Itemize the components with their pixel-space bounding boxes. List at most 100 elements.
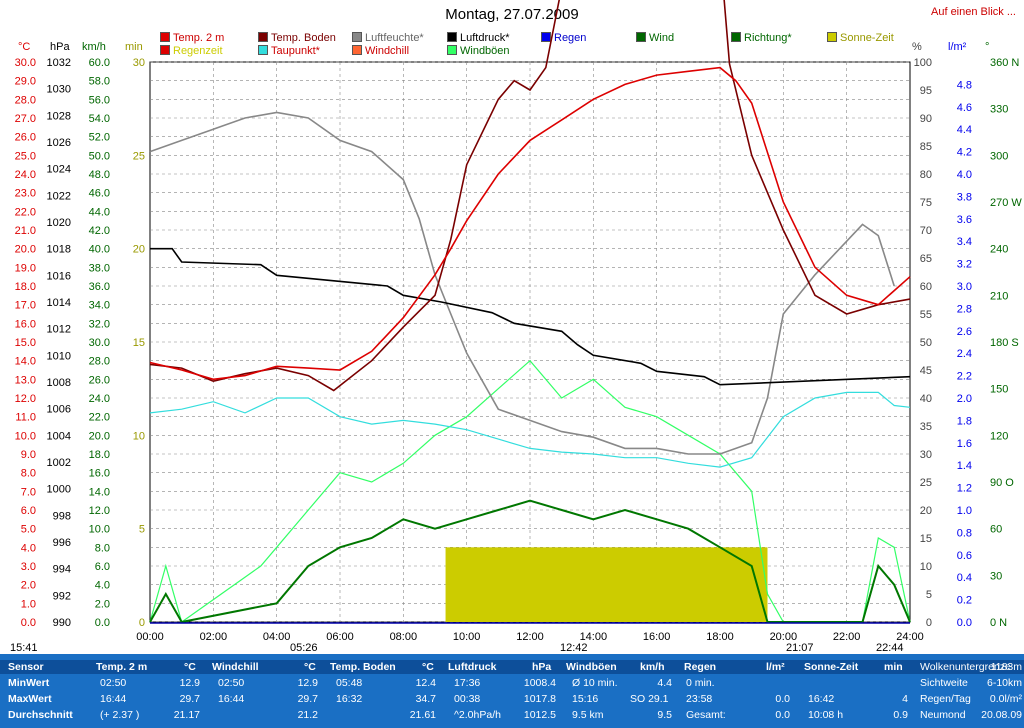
tick-label-rain: 0.0 [957,617,972,629]
x-tick-label: 20:00 [770,631,798,643]
tick-label-temp: 11.0 [15,412,36,424]
tick-label-wind: 38.0 [89,262,110,274]
legend-item-tempboden: Temp. Boden [258,32,336,44]
series-wind [149,499,911,624]
tick-label-temp: 5.0 [21,524,36,536]
marker-moonrise: 22:44 [876,642,904,654]
table-cell-p-val: 1008.4 [523,677,556,689]
tick-label-press: 994 [53,564,71,576]
chart-title: Montag, 27.07.2009 [445,6,579,23]
x-tick-label: 06:00 [326,631,354,643]
tick-label-press: 1016 [47,270,71,282]
table-cell-tb-val: 12.4 [415,677,436,689]
tick-label-press: 990 [53,617,71,629]
table-cell-wc-time: 16:44 [218,693,245,705]
tick-label-temp: 28.0 [15,94,36,106]
table-cell-p-val: 1017.8 [523,693,556,705]
unit-luftdruck: hPa [532,661,552,673]
tick-label-rain: 4.0 [957,169,972,181]
tick-label-wind: 44.0 [89,206,110,218]
table-cell-t2-val: 29.7 [179,693,200,705]
tick-label-pct: 80 [920,169,932,181]
overview-link[interactable]: Auf einen Blick ... [931,6,1016,18]
tick-label-temp: 23.0 [15,188,36,200]
marker-moonset: 15:41 [10,642,38,654]
unit-pct: % [912,41,922,53]
tick-label-rain: 4.4 [957,124,972,136]
x-tick-label: 00:00 [136,631,164,643]
tick-label-wind: 22.0 [89,412,110,424]
tick-label-wind: 6.0 [95,561,110,573]
tick-label-temp: 26.0 [15,132,36,144]
tick-label-rain: 0.6 [957,550,972,562]
table-cell-wc-val: 12.9 [297,677,318,689]
tick-label-rain: 1.2 [957,483,972,495]
table-cell-p-time: ^2.0hPa/h [454,709,501,721]
tick-label-wind: 60.0 [89,57,110,69]
tick-label-temp: 16.0 [15,318,36,330]
tick-label-dir: 90 O [990,477,1014,489]
tick-label-press: 1020 [47,217,71,229]
tick-label-press: 998 [53,510,71,522]
unit-temp: °C [18,41,30,53]
x-tick-label: 14:00 [580,631,608,643]
legend-item-richtung: Richtung* [731,32,792,44]
tick-label-wind: 18.0 [89,449,110,461]
series-taupunkt [149,391,911,468]
legend-item-wind: Wind [636,32,674,44]
tick-label-temp: 27.0 [15,113,36,125]
tick-label-press: 992 [53,590,71,602]
tick-label-temp: 13.0 [15,374,36,386]
table-cell-r-val: 0.0 [775,693,790,705]
table-cell-tb-time: 05:48 [336,677,363,689]
tick-label-wind: 0.0 [95,617,110,629]
tick-label-rain: 1.0 [957,505,972,517]
tick-label-press: 1028 [47,110,71,122]
tick-label-wind: 50.0 [89,150,110,162]
x-tick-label: 24:00 [896,631,924,643]
tick-label-press: 1032 [47,57,71,69]
x-tick-label: 12:00 [516,631,544,643]
tick-label-min: 30 [133,57,145,69]
tick-label-pct: 35 [920,421,932,433]
table-cell-wc-time: 02:50 [218,677,245,689]
tick-label-rain: 4.6 [957,102,972,114]
tick-label-wind: 30.0 [89,337,110,349]
tick-label-pct: 30 [920,449,932,461]
tick-label-pct: 95 [920,85,932,97]
tick-label-pct: 70 [920,225,932,237]
legend-item-regenzeit: Regenzeit [160,45,223,57]
table-cell-tb-val: 34.7 [415,693,436,705]
tick-label-temp: 19.0 [15,262,36,274]
unit-dir: ° [985,41,989,53]
table-cell-label: MaxWert [8,693,52,705]
series-temp-boden [149,0,911,392]
legend-item-windchill: Windchill [352,45,409,57]
table-cell-t2-time: (+ 2.37 ) [100,709,140,721]
tick-label-wind: 34.0 [89,300,110,312]
tick-label-dir: 120 [990,430,1008,442]
tick-label-dir: 30 [990,570,1002,582]
table-cell-p-val: 1012.5 [523,709,556,721]
tick-label-wind: 56.0 [89,94,110,106]
table-cell-s-val: 4 [902,693,908,705]
tick-label-min: 25 [133,150,145,162]
x-tick-label: 02:00 [200,631,228,643]
tick-label-wind: 32.0 [89,318,110,330]
table-cell-t2-time: 16:44 [100,693,127,705]
legend-item-luftfeuchte: Luftfeuchte* [352,32,424,44]
side-value: 20.08.09 [981,709,1022,721]
table-row: Durchschnitt (+ 2.37 ) 21.17 21.2 21.61 ^2.0h… [0,708,1024,722]
tick-label-wind: 36.0 [89,281,110,293]
tick-label-pct: 85 [920,141,932,153]
table-cell-r-a: 23:58 [686,693,713,705]
unit-windboeen: km/h [640,661,665,673]
table-row: MaxWert 16:44 29.7 16:44 29.7 16:32 34.7 00:38 1… [0,692,1024,706]
unit-windchill: °C [304,661,316,673]
col-windboeen: Windböen [566,661,617,673]
tick-label-pct: 75 [920,197,932,209]
tick-label-press: 1002 [47,457,71,469]
tick-label-temp: 20.0 [15,244,36,256]
tick-label-rain: 2.6 [957,326,972,338]
tick-label-temp: 1.0 [21,598,36,610]
